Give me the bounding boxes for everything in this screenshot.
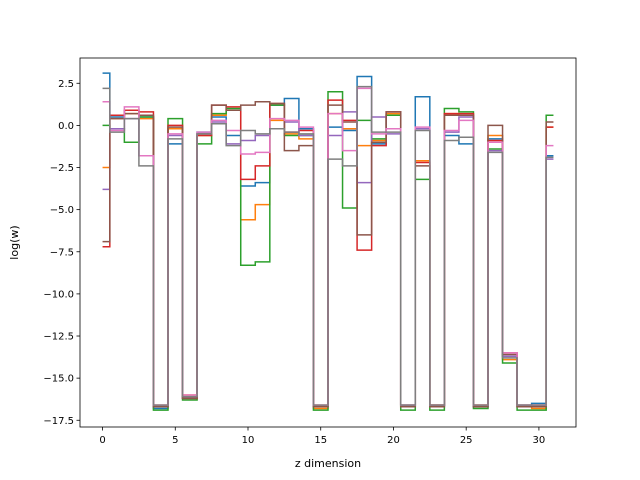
x-tick-label: 30 <box>533 435 546 446</box>
x-axis: 0 5 10 15 20 25 30 <box>99 427 545 446</box>
series-layer <box>102 72 554 411</box>
y-axis: 2.5 0.0 −2.5 −5.0 −7.5 −10.0 −12.5 −15.0 −17.5 <box>43 79 80 427</box>
plot-frame <box>79 57 577 428</box>
x-tick-label: 10 <box>242 435 255 446</box>
y-tick-label: −5.0 <box>50 205 74 216</box>
y-tick-label: −15.0 <box>43 374 74 385</box>
x-tick-label: 25 <box>460 435 473 446</box>
y-tick-label: −12.5 <box>43 332 74 343</box>
y-axis-label: log(w) <box>8 225 21 259</box>
x-tick-label: 5 <box>172 435 178 446</box>
y-tick-label: −17.5 <box>43 416 74 427</box>
y-tick-label: −2.5 <box>50 163 74 174</box>
y-tick-label: 2.5 <box>58 79 74 90</box>
y-tick-label: −7.5 <box>50 247 74 258</box>
y-tick-label: 0.0 <box>58 121 74 132</box>
x-axis-label: z dimension <box>295 457 361 470</box>
x-tick-label: 20 <box>387 435 400 446</box>
x-tick-label: 0 <box>99 435 105 446</box>
series-line-8 <box>102 85 554 406</box>
x-tick-label: 15 <box>314 435 327 446</box>
y-tick-label: −10.0 <box>43 289 74 300</box>
